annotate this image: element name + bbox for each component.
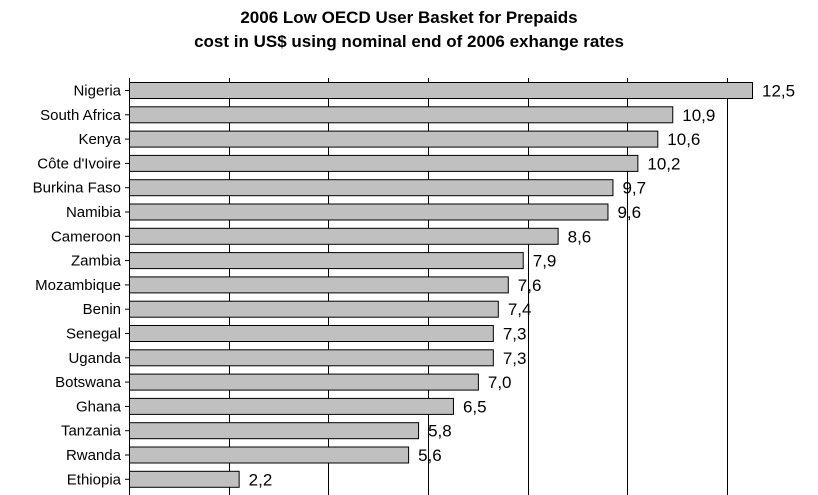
bar [129, 422, 420, 440]
data-label: 7,6 [518, 276, 542, 295]
bar [129, 470, 240, 488]
bar [129, 446, 410, 464]
bar [129, 130, 659, 148]
category-label: Cameroon [51, 228, 121, 245]
data-label: 10,2 [647, 154, 680, 173]
category-label: South Africa [40, 107, 122, 124]
category-label: Rwanda [66, 447, 122, 464]
chart-title: 2006 Low OECD User Basket for Prepaids [240, 8, 578, 27]
bar [129, 349, 494, 367]
category-label: Burkina Faso [33, 180, 121, 197]
category-label: Namibia [66, 204, 122, 221]
category-label: Nigeria [73, 83, 121, 100]
category-label: Zambia [71, 253, 122, 270]
data-label: 7,3 [503, 325, 527, 344]
data-label: 10,9 [682, 106, 715, 125]
bar [129, 82, 753, 99]
bar [129, 106, 674, 124]
data-label: 5,6 [418, 446, 442, 465]
category-label: Ethiopia [67, 471, 122, 488]
category-label: Botswana [55, 374, 122, 391]
bar [129, 179, 614, 197]
bar [129, 227, 559, 245]
category-label: Senegal [66, 326, 121, 343]
data-label: 7,9 [533, 252, 557, 271]
category-label: Mozambique [35, 277, 121, 294]
bar [129, 252, 524, 270]
bar [129, 300, 499, 318]
data-label: 9,7 [622, 179, 646, 198]
bar [129, 203, 609, 221]
chart-subtitle: cost in US$ using nominal end of 2006 ex… [194, 32, 624, 51]
bar [129, 325, 494, 342]
data-label: 5,8 [428, 422, 452, 441]
category-label: Uganda [68, 350, 121, 367]
data-label: 10,6 [667, 130, 700, 149]
category-label: Côte d'Ivoire [37, 155, 121, 172]
data-label: 7,3 [503, 349, 527, 368]
bar [129, 373, 479, 391]
category-label: Kenya [78, 131, 121, 148]
category-label: Tanzania [61, 423, 122, 440]
bar [129, 276, 509, 294]
data-label: 8,6 [568, 227, 592, 246]
data-label: 7,4 [508, 300, 532, 319]
category-label: Ghana [76, 398, 122, 415]
data-label: 12,5 [762, 82, 795, 101]
data-label: 2,2 [249, 470, 273, 489]
data-label: 9,6 [617, 203, 641, 222]
category-label: Benin [83, 301, 121, 318]
bar [129, 397, 454, 415]
data-label: 6,5 [463, 397, 487, 416]
bar [129, 154, 639, 172]
data-label: 7,0 [488, 373, 512, 392]
